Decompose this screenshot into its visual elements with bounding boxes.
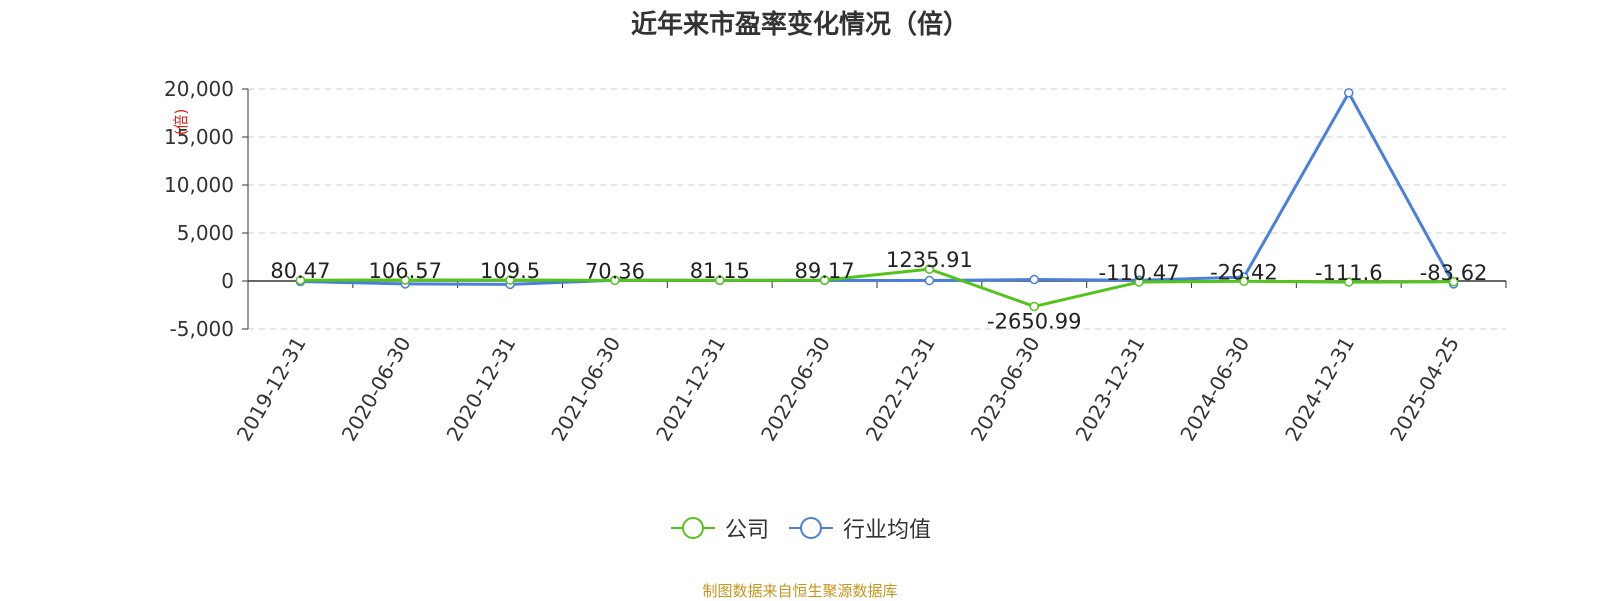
legend-label-industry-average: 行业均值 [843, 518, 932, 543]
data-point-company [1344, 277, 1354, 287]
data-point-company [715, 275, 725, 285]
legend-item-company[interactable]: 公司 [669, 512, 769, 544]
y-tick-label: 10,000 [164, 173, 234, 197]
data-label: 81.15 [690, 259, 750, 283]
x-tick-label: 2024-12-31 [1280, 333, 1359, 446]
legend-item-industry-average[interactable]: 行业均值 [787, 512, 931, 544]
data-point-industry-average [1344, 88, 1354, 98]
data-label: 106.57 [369, 259, 442, 283]
series-line-industry-average [300, 91, 1455, 286]
x-tick-label: 2019-12-31 [232, 333, 311, 446]
y-tick-label: 5,000 [177, 221, 234, 245]
x-tick-label: 2023-06-30 [966, 333, 1045, 446]
x-tick-label: 2025-04-25 [1385, 333, 1464, 446]
x-tick-label: 2020-12-31 [442, 333, 521, 446]
data-label: -83.62 [1420, 261, 1488, 285]
data-point-company [400, 275, 410, 285]
data-label: 89.17 [795, 259, 855, 283]
y-tick-label: 15,000 [164, 125, 234, 149]
x-tick-label: 2021-06-30 [546, 333, 625, 446]
data-point-company [295, 275, 306, 285]
data-point-industry-average [1029, 274, 1039, 285]
data-point-company [1448, 277, 1459, 287]
series-lines [295, 88, 1459, 312]
x-tick-label: 2023-12-31 [1071, 333, 1150, 446]
data-label: -111.6 [1315, 261, 1383, 285]
chart-title: 近年来市盈率变化情况（倍） [630, 10, 969, 40]
data-label: 1235.91 [886, 248, 973, 272]
data-point-company [505, 275, 515, 285]
y-tick-label: -5,000 [170, 317, 234, 341]
y-tick-label: 0 [221, 269, 234, 293]
data-label: -26.42 [1210, 260, 1278, 284]
y-tick-label: 20,000 [164, 77, 234, 101]
grid-lines [248, 88, 1506, 330]
legend-label-company: 公司 [724, 518, 769, 543]
series-line-company [300, 267, 1454, 308]
data-point-company [1134, 277, 1144, 287]
data-point-company [1239, 276, 1249, 287]
data-labels: 80.47 106.57 109.5 70.36 81.15 89.17 1235.91 -2… [270, 248, 1487, 333]
x-tick-label: 2022-12-31 [861, 333, 940, 446]
data-point-company [924, 264, 935, 274]
data-point-company [1029, 301, 1039, 312]
data-label: -110.47 [1099, 261, 1180, 285]
data-point-company [819, 275, 830, 285]
x-tick-label: 2022-06-30 [756, 333, 835, 446]
data-label: 70.36 [585, 259, 645, 283]
x-tick-label: 2024-06-30 [1175, 333, 1254, 446]
x-tick-label: 2020-06-30 [337, 333, 416, 446]
data-point-company [610, 275, 620, 286]
legend-marker-industry-icon [789, 517, 833, 539]
y-axis-unit: (倍) [172, 109, 190, 136]
data-point-industry-average [924, 275, 935, 286]
data-label: 109.5 [480, 259, 540, 283]
data-label: 80.47 [270, 259, 330, 283]
source-note: 制图数据来自恒生聚源数据库 [702, 582, 898, 600]
legend: 公司 行业均值 [0, 512, 1600, 544]
legend-marker-company-icon [670, 517, 715, 539]
x-tick-label: 2021-12-31 [651, 333, 730, 446]
data-label: -2650.99 [987, 309, 1081, 333]
